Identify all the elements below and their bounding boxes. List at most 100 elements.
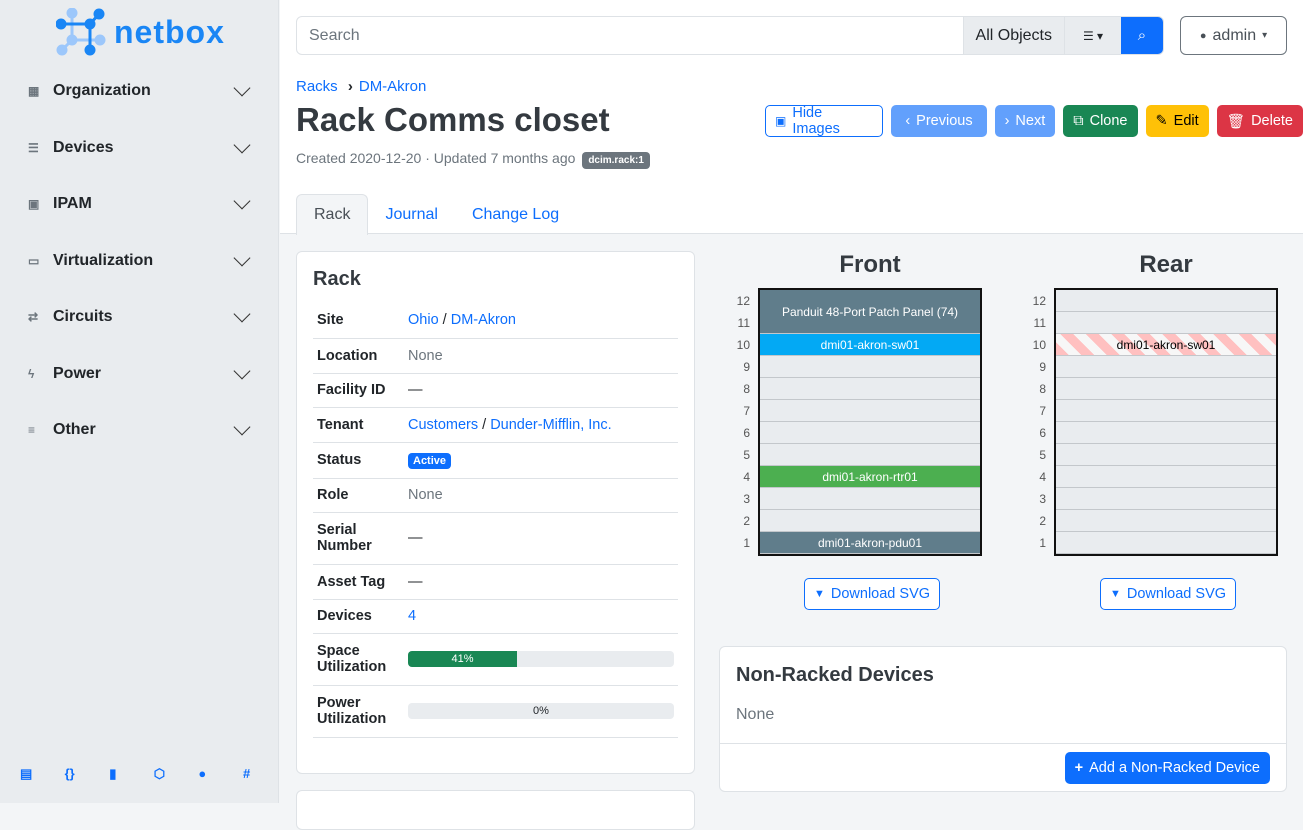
filter-dropdown-button[interactable]: ☰ ▾ [1064,17,1121,54]
sidebar-item-circuits[interactable]: ⇄ Circuits [28,305,252,326]
tab-journal[interactable]: Journal [385,205,438,223]
sidebar-item-ipam[interactable]: ▣ IPAM [28,192,252,213]
tenant-group-link[interactable]: Customers [408,416,479,433]
add-non-racked-device-button[interactable]: + Add a Non-Racked Device [1064,752,1270,784]
tab-rack[interactable]: Rack [296,194,369,235]
rack-unit-slot[interactable] [1056,378,1276,400]
graphql-icon[interactable]: ⬡ [153,766,166,781]
label: Space Utilization [313,633,404,686]
unit-number: 11 [1033,316,1046,330]
row-site: Site Ohio / DM-Akron [313,303,678,339]
rack-unit-slot[interactable] [1056,488,1276,510]
rack-unit-slot[interactable] [760,356,980,378]
chevron-down-icon [233,418,251,436]
rack-unit-slot[interactable] [760,400,980,422]
sidebar-item-virtualization[interactable]: ▭ Virtualization [28,249,252,270]
rack-attributes-table: Site Ohio / DM-Akron Location None Facilit… [313,303,678,738]
delete-button[interactable]: 🗑 Delete [1216,105,1303,137]
api-icon[interactable]: {} [64,766,75,781]
rack-unit-slot[interactable] [1056,510,1276,532]
chevron-left-icon: ‹ [905,113,911,129]
rack-unit-slot[interactable] [760,378,980,400]
monitor-icon: ▭ [28,254,40,268]
card-title: Rack [313,268,361,290]
search-input[interactable]: Search [309,26,360,44]
rack-unit-slot[interactable] [1056,532,1276,554]
breadcrumb-site[interactable]: DM-Akron [358,78,427,95]
rack-unit-slot[interactable] [1056,400,1276,422]
chevron-down-icon [233,249,251,267]
device-patch-panel[interactable]: Panduit 48-Port Patch Panel (74) [760,290,980,334]
breadcrumb: Racks › DM-Akron [296,78,426,95]
value: — [404,564,678,600]
sidebar-item-organization[interactable]: ▦ Organization [28,79,252,100]
clone-button[interactable]: ⧉ Clone [1063,105,1138,137]
nav-label: Organization [53,82,151,99]
devices-count-link[interactable]: 4 [408,608,417,624]
label: Role [313,478,404,513]
power-utilization-bar: 0% [408,703,674,719]
rack-unit-slot[interactable] [760,444,980,466]
row-asset-tag: Asset Tag — [313,564,678,600]
rack-unit-slot[interactable] [760,510,980,532]
tab-bar: Rack Journal Change Log [296,194,576,235]
user-menu[interactable]: ● admin ▾ [1180,16,1287,55]
site-link[interactable]: DM-Akron [450,312,516,329]
row-devices: Devices 4 [313,599,678,634]
unit-number: 6 [743,426,750,440]
row-facility: Facility ID — [313,373,678,408]
notes-icon: ≡ [28,423,36,437]
image-file-icon: ▣ [775,114,787,128]
rack-unit-slot[interactable] [1056,422,1276,444]
rack-unit-slot[interactable] [1056,290,1276,312]
unit-number: 3 [743,492,750,506]
device-switch[interactable]: dmi01-akron-sw01 [760,334,980,356]
search-bar: Search All Objects ☰ ▾ ⌕ [296,16,1164,55]
label: Download SVG [1126,586,1227,602]
device-switch-rear[interactable]: dmi01-akron-sw01 [1056,334,1276,356]
sidebar-item-other[interactable]: ≡ Other [28,418,252,439]
label: Next [1015,113,1046,129]
rack-unit-slot[interactable] [1056,466,1276,488]
divider [720,743,1286,744]
docs-icon[interactable]: ▤ [20,766,33,781]
unit-number: 8 [1039,382,1046,396]
row-power-utilization: Power Utilization 0% [313,685,678,738]
tenant-link[interactable]: Dunder-Mifflin, Inc. [490,416,612,433]
unit-number: 12 [736,294,750,308]
non-racked-value: None [736,706,775,723]
rack-unit-slot[interactable] [1056,312,1276,334]
sidebar-item-power[interactable]: ϟ Power [28,362,252,383]
download-front-svg-button[interactable]: ▼ Download SVG [804,578,941,610]
row-tenant: Tenant Customers / Dunder-Mifflin, Inc. [313,407,678,443]
github-icon[interactable]: ● [198,766,207,781]
search-button[interactable]: ⌕ [1121,17,1163,54]
breadcrumb-racks[interactable]: Racks [296,78,338,95]
rack-unit-slot[interactable] [1056,356,1276,378]
device-pdu[interactable]: dmi01-akron-pdu01 [760,532,980,554]
slack-icon[interactable]: # [242,766,251,781]
device-router[interactable]: dmi01-akron-rtr01 [760,466,980,488]
tab-change-log[interactable]: Change Log [471,205,560,223]
netbox-logo[interactable]: netbox [56,8,225,56]
nav-label: Other [53,421,96,438]
book-icon[interactable]: ▮ [109,766,117,781]
copy-icon: ⧉ [1073,113,1084,129]
download-rear-svg-button[interactable]: ▼ Download SVG [1100,578,1237,610]
edit-button[interactable]: ✎ Edit [1145,105,1209,137]
rack-unit-slot[interactable] [760,422,980,444]
hide-images-button[interactable]: ▣ Hide Images [765,105,884,137]
rack-unit-slot[interactable] [760,488,980,510]
flash-icon: ϟ [28,367,35,381]
sidebar-item-devices[interactable]: ☰ Devices [28,136,252,157]
search-scope-select[interactable]: All Objects [962,17,1064,54]
chevron-down-icon [233,136,251,154]
non-racked-devices-card: Non-Racked Devices None + Add a Non-Racke… [719,646,1287,792]
region-link[interactable]: Ohio [408,312,439,329]
label: Status [313,442,404,479]
label: Power Utilization [313,685,404,738]
next-button[interactable]: › Next [994,105,1056,137]
label: Add a Non-Racked Device [1089,760,1260,776]
previous-button[interactable]: ‹ Previous [891,105,987,137]
rack-unit-slot[interactable] [1056,444,1276,466]
